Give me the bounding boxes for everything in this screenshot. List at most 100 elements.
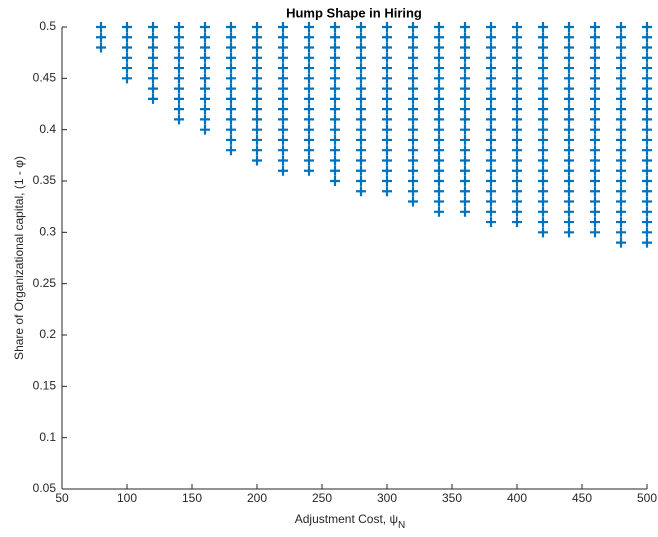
marker [226, 134, 236, 145]
marker [616, 217, 626, 228]
marker [96, 32, 106, 43]
marker [642, 237, 652, 248]
marker [616, 63, 626, 74]
marker [538, 52, 548, 63]
marker [122, 32, 132, 43]
x-tick-label: 250 [312, 491, 332, 505]
marker [486, 124, 496, 135]
marker [434, 32, 444, 43]
marker [642, 217, 652, 228]
y-tick-label: 0.3 [39, 225, 56, 239]
marker [616, 206, 626, 217]
marker [278, 22, 288, 32]
marker [590, 145, 600, 156]
y-tick-label: 0.25 [33, 276, 57, 290]
marker [174, 114, 184, 125]
marker [590, 42, 600, 53]
marker [434, 22, 444, 32]
marker [356, 186, 366, 197]
marker [278, 134, 288, 145]
marker [616, 227, 626, 238]
marker [408, 22, 418, 32]
marker [434, 145, 444, 156]
marker [356, 32, 366, 43]
y-tick-label: 0.35 [33, 173, 57, 187]
marker [564, 32, 574, 43]
marker [252, 22, 262, 32]
marker [382, 165, 392, 176]
marker [252, 114, 262, 125]
marker [564, 22, 574, 32]
marker [616, 52, 626, 63]
marker [330, 134, 340, 145]
marker [460, 83, 470, 94]
marker [538, 186, 548, 197]
marker [200, 114, 210, 125]
marker [486, 145, 496, 156]
marker [330, 145, 340, 156]
marker [408, 93, 418, 104]
marker [304, 145, 314, 156]
marker [590, 22, 600, 32]
marker [174, 52, 184, 63]
marker [174, 104, 184, 115]
marker [616, 145, 626, 156]
marker [538, 124, 548, 135]
y-axis-label: Share of Organizational capital, (1 - φ) [12, 156, 26, 360]
marker [434, 83, 444, 94]
marker [356, 73, 366, 84]
marker [278, 52, 288, 63]
marker [512, 114, 522, 125]
marker [122, 52, 132, 63]
marker [408, 196, 418, 207]
marker [304, 83, 314, 94]
marker [590, 93, 600, 104]
marker [382, 104, 392, 115]
marker [200, 42, 210, 53]
marker [616, 73, 626, 84]
marker [330, 73, 340, 84]
marker [460, 145, 470, 156]
marker [642, 93, 652, 104]
marker [616, 104, 626, 115]
marker [226, 63, 236, 74]
marker [512, 155, 522, 166]
y-tick-label: 0.2 [39, 327, 56, 341]
marker [356, 22, 366, 32]
chart-title: Hump Shape in Hiring [286, 5, 422, 20]
marker [642, 227, 652, 238]
marker [356, 114, 366, 125]
marker [564, 217, 574, 228]
marker [356, 83, 366, 94]
marker [642, 42, 652, 53]
marker [304, 63, 314, 74]
marker [616, 237, 626, 248]
y-tick-label: 0.5 [39, 19, 56, 33]
marker [460, 73, 470, 84]
marker [304, 32, 314, 43]
marker [486, 22, 496, 32]
marker [616, 93, 626, 104]
marker [200, 32, 210, 43]
marker [564, 124, 574, 135]
marker [252, 124, 262, 135]
marker [616, 165, 626, 176]
marker [382, 114, 392, 125]
marker [148, 63, 158, 74]
marker [252, 42, 262, 53]
marker [200, 93, 210, 104]
marker [226, 32, 236, 43]
marker [252, 134, 262, 145]
marker [460, 93, 470, 104]
marker [564, 104, 574, 115]
marker [434, 93, 444, 104]
marker [642, 32, 652, 43]
marker [486, 206, 496, 217]
x-tick-label: 300 [377, 491, 397, 505]
marker [252, 83, 262, 94]
marker [278, 114, 288, 125]
marker [382, 83, 392, 94]
marker [408, 176, 418, 186]
marker [252, 73, 262, 84]
marker [616, 22, 626, 32]
